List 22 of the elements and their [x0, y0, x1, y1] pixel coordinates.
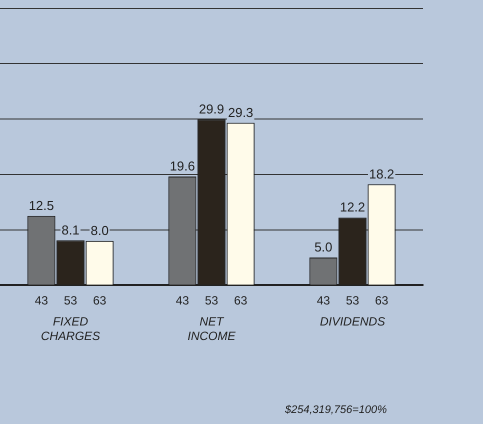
text: 63 [374, 294, 388, 308]
data-label: 19.6 [170, 158, 196, 174]
data-label: 12.5 [28, 198, 54, 213]
text: 63 [234, 294, 248, 308]
text: 53 [346, 294, 360, 308]
data-label: 8.1 [61, 222, 80, 238]
series-label: 63 [92, 294, 107, 308]
text: $254,319,756=100% [284, 404, 388, 416]
x-tick-label: NET INCOME [188, 314, 236, 344]
data-label: 29.9 [198, 102, 224, 117]
series-label: 43 [34, 294, 48, 308]
data-label: 18.2 [368, 166, 394, 182]
x-tick-label: FIXED CHARGES [40, 314, 100, 344]
data-label: 12.2 [340, 200, 366, 215]
text: 43 [176, 294, 190, 308]
text: 53 [204, 294, 218, 308]
data-label: 29.3 [228, 104, 254, 120]
series-label: 53 [64, 294, 78, 308]
text: 43 [316, 294, 330, 308]
data-label: 8.0 [90, 222, 109, 238]
data-label: 5.0 [314, 240, 332, 255]
x-tick-label: DIVIDENDS [320, 314, 386, 329]
